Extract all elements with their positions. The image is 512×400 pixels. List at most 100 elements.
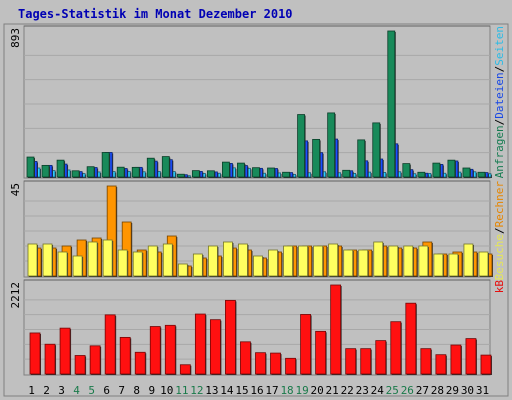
chart-panels: 893Anfragen/Dateien/Seiten45Besuche/Rech… [3,23,509,397]
bar-besuche-day-1 [27,243,38,277]
bar-anfragen-day-8 [131,166,140,178]
bar-besuche-day-17 [268,249,278,277]
bar-besuche-day-24 [373,241,384,277]
bar-anfragen-day-22 [342,169,351,178]
bar-anfragen-day-15 [237,162,245,178]
panel-legend: Anfragen/Dateien/Seiten [493,26,506,178]
bar-besuche-day-11 [177,263,188,277]
bar-anfragen-day-13 [206,170,215,178]
chart-title: Tages-Statistik im Monat Dezember 2010 [18,7,293,21]
x-tick-label: 26 [401,384,414,397]
bar-kb-day-12 [194,313,206,375]
bar-kb-day-20 [315,330,327,375]
legend-separator: / [493,119,506,126]
x-tick-label: 17 [265,384,278,397]
panel-frame [23,25,491,179]
bar-anfragen-day-10 [161,156,170,178]
bar-anfragen-day-23 [357,139,366,178]
bar-besuche-day-18 [283,245,293,277]
bar-anfragen-day-29 [447,159,456,178]
bar-besuche-day-21 [328,243,339,277]
bar-anfragen-day-1 [26,156,35,178]
legend-entry: Seiten [493,26,506,66]
bar-besuche-day-19 [298,245,308,277]
bar-besuche-day-27 [418,245,429,277]
bar-kb-day-4 [74,355,86,375]
bar-kb-day-27 [420,348,432,375]
legend-entry: Besuche [493,234,506,280]
x-tick-label: 30 [461,384,474,397]
bar-kb-day-3 [59,327,71,375]
bar-kb-day-31 [480,354,492,375]
bar-anfragen-day-27 [417,171,426,178]
bar-kb-day-29 [450,344,462,375]
x-tick-label: 28 [431,384,444,397]
bar-besuche-day-16 [253,255,263,277]
bar-besuche-day-12 [192,253,203,277]
bar-anfragen-day-3 [56,159,65,178]
bar-besuche-day-4 [72,255,83,277]
panel-bottom: 2212 kB [9,279,506,376]
x-tick-label: 1 [28,384,35,397]
bar-anfragen-day-31 [477,171,486,178]
bar-anfragen-day-28 [432,162,441,178]
x-tick-label: 27 [416,384,429,397]
x-tick-label: 24 [371,384,385,397]
bar-kb-day-1 [29,332,41,375]
bar-kb-day-7 [119,336,131,375]
bar-kb-day-19 [300,314,311,375]
bar-anfragen-day-6 [101,152,110,178]
bar-besuche-day-6 [102,239,113,277]
bar-kb-day-30 [465,338,477,375]
bar-kb-day-9 [149,326,161,375]
bar-besuche-day-30 [463,243,474,277]
bar-anfragen-day-30 [462,167,471,178]
bar-anfragen-day-19 [297,114,305,178]
bar-anfragen-day-25 [387,30,396,178]
bar-kb-day-18 [285,357,296,375]
bar-anfragen-day-2 [41,164,50,178]
bar-besuche-day-22 [343,249,354,277]
bar-kb-day-16 [255,352,266,375]
x-tick-label: 22 [341,384,354,397]
bar-kb-day-13 [209,319,221,375]
x-tick-label: 13 [205,384,218,397]
x-tick-label: 20 [311,384,324,397]
panel-middle: 45 Besuche/Rechner [9,180,506,281]
bar-besuche-day-28 [433,253,444,277]
x-tick-label: 29 [446,384,459,397]
x-tick-label: 25 [386,384,399,397]
panel-legend: kB [493,280,506,294]
x-tick-label: 10 [160,384,173,397]
bar-besuche-day-7 [117,249,128,277]
x-tick-label: 19 [295,384,308,397]
bar-anfragen-day-20 [312,138,321,178]
outer-frame [3,23,509,397]
bar-kb-day-24 [375,340,387,375]
bar-anfragen-day-14 [222,161,230,178]
bar-anfragen-day-7 [116,166,125,178]
bar-kb-day-8 [134,351,146,375]
bar-anfragen-day-12 [191,170,200,178]
bar-kb-day-21 [330,284,342,375]
x-tick-label: 21 [326,384,339,397]
panel-legend: Besuche/Rechner [493,181,506,281]
bar-anfragen-day-24 [372,122,381,178]
bar-anfragen-day-5 [86,166,95,178]
bar-besuche-day-25 [388,245,399,277]
x-axis-labels: 1 2 3 4 5 6 7 8 9 10 11 12 13 14 15 16 17 18 19 20 21 22 23 24 2… [28,384,489,397]
bar-kb-day-14 [225,299,236,375]
bar-anfragen-day-26 [402,163,411,178]
bar-anfragen-day-4 [71,170,80,178]
bar-kb-day-17 [270,352,281,375]
bar-besuche-day-8 [132,251,143,277]
bar-kb-day-10 [164,324,176,375]
bar-besuche-day-31 [478,251,489,277]
x-tick-label: 4 [73,384,80,397]
panel-max-label: 45 [9,183,22,196]
x-tick-label: 15 [235,384,248,397]
x-tick-label: 16 [250,384,263,397]
x-tick-label: 3 [58,384,65,397]
